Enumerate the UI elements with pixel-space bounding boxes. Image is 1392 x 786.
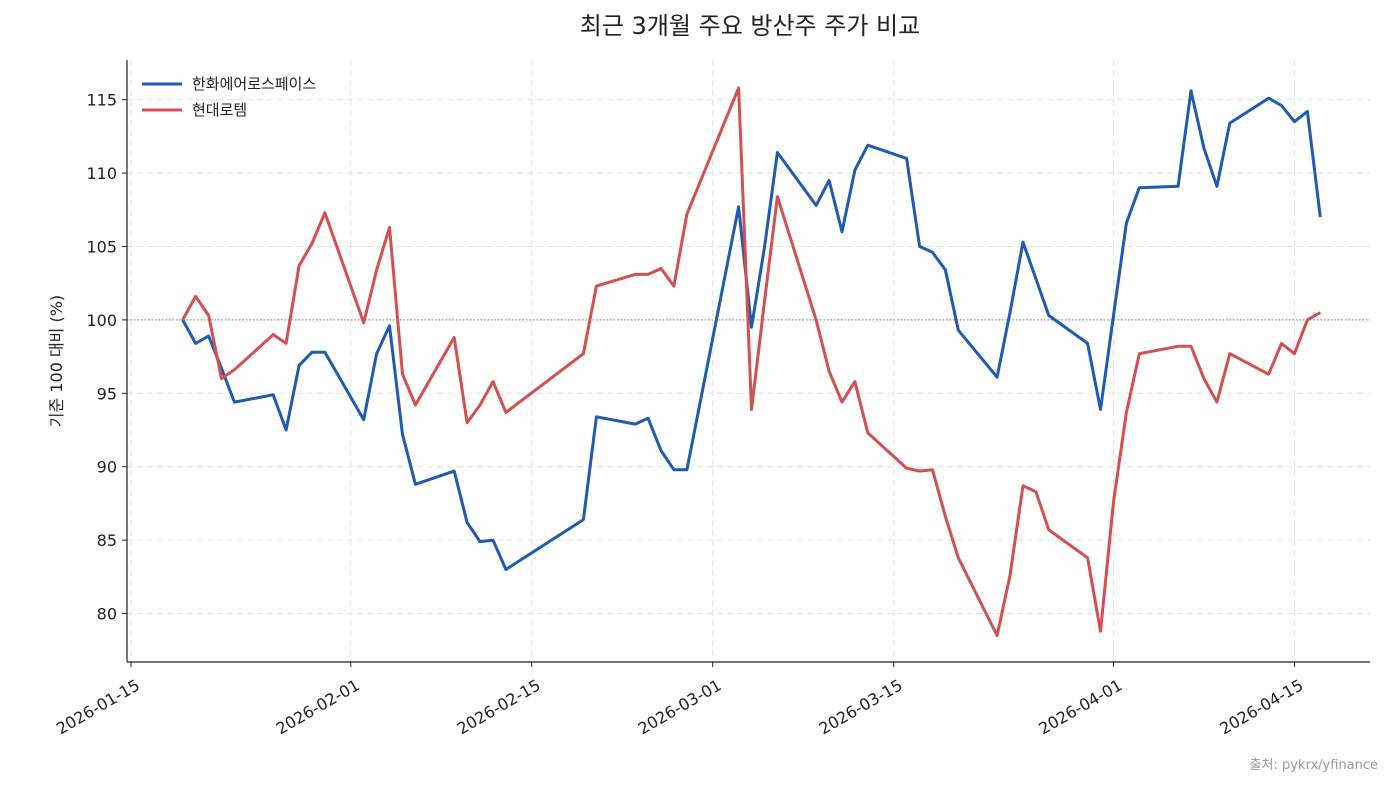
y-axis-label: 기준 100 대비 (%)	[47, 295, 66, 427]
y-tick-label: 95	[97, 384, 117, 403]
x-tick-label: 2026-03-01	[635, 675, 725, 738]
y-tick-label: 115	[86, 91, 117, 110]
y-tick-label: 90	[97, 458, 117, 477]
y-tick-label: 85	[97, 531, 117, 550]
y-tick-label: 80	[97, 605, 117, 624]
x-tick-label: 2026-04-01	[1035, 675, 1125, 738]
y-tick-label: 100	[86, 311, 117, 330]
x-tick-label: 2026-03-15	[816, 675, 906, 738]
x-tick-label: 2026-04-15	[1216, 675, 1306, 738]
series-line	[181, 89, 1322, 571]
x-tick-label: 2026-02-01	[273, 675, 363, 738]
y-tick-label: 110	[86, 164, 117, 183]
x-tick-label: 2026-01-15	[53, 675, 143, 738]
source-note: 출처: pykrx/yfinance	[1250, 758, 1378, 773]
chart-title: 최근 3개월 주요 방산주 주가 비교	[580, 12, 920, 40]
y-tick-label: 105	[86, 237, 117, 256]
legend-label: 현대로템	[192, 101, 247, 119]
legend-label: 한화에어로스페이스	[192, 75, 316, 93]
x-tick-label: 2026-02-15	[454, 675, 544, 738]
series-line	[181, 86, 1322, 638]
